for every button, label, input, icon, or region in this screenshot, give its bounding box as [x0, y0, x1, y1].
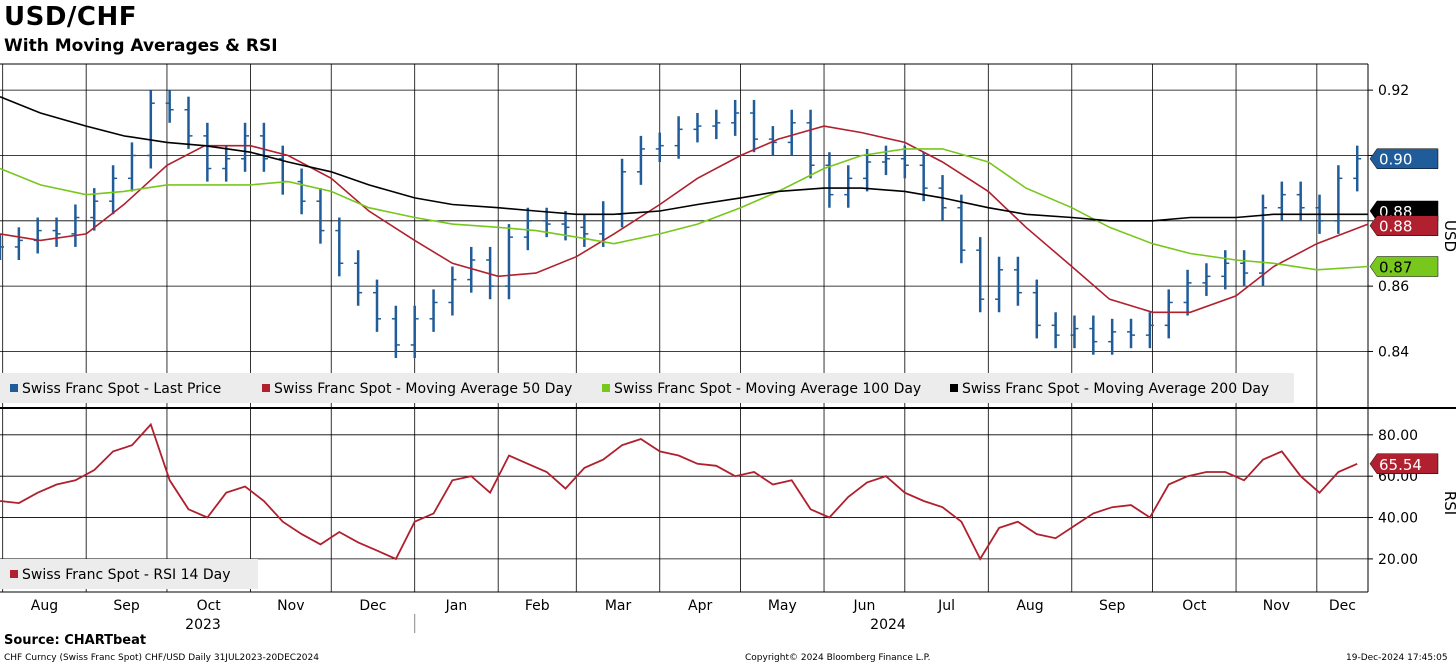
footer-left: CHF Curncy (Swiss Franc Spot) CHF/USD Da…	[4, 653, 319, 663]
x-tick-label: Nov	[277, 598, 304, 614]
price-legend: Swiss Franc Spot - Last Price Swiss Franc…	[0, 373, 1294, 403]
legend-label: Swiss Franc Spot - Moving Average 200 Da…	[962, 381, 1269, 397]
x-tick-label: Oct	[197, 598, 222, 614]
price-y-tick-label: 0.84	[1378, 344, 1409, 360]
chart-marks	[0, 90, 1369, 561]
footer-timestamp: 19-Dec-2024 17:45:05	[1346, 653, 1448, 663]
rsi-axis-title: RSI	[1441, 491, 1456, 515]
rsi-y-tick-label: 80.00	[1378, 428, 1418, 444]
rsi-value-tag-bg	[1369, 453, 1439, 475]
rsi-y-tick-label: 20.00	[1378, 552, 1418, 568]
legend-swatch	[262, 384, 270, 392]
rsi-legend: Swiss Franc Spot - RSI 14 Day	[0, 559, 258, 589]
price-legend-bg	[0, 373, 1294, 403]
ma200-line	[0, 95, 1368, 222]
legend-label: Swiss Franc Spot - Moving Average 100 Da…	[614, 381, 921, 397]
x-tick-label: Jun	[852, 598, 875, 614]
legend-label: Swiss Franc Spot - RSI 14 Day	[22, 567, 231, 583]
legend-label: Swiss Franc Spot - Last Price	[22, 381, 221, 397]
legend-swatch	[10, 384, 18, 392]
price-value-tag-bg	[1369, 148, 1439, 169]
rsi-value-tag: 65.54	[1369, 453, 1439, 475]
price-y-tick-label: 0.86	[1378, 279, 1409, 295]
rsi-value-tag-text: 65.54	[1379, 456, 1422, 474]
rsi-line	[0, 422, 1358, 561]
rsi-y-tick-label: 40.00	[1378, 511, 1418, 527]
legend-swatch	[602, 384, 610, 392]
year-label-2023: 2023	[185, 617, 221, 633]
ma100-line	[0, 148, 1369, 271]
price-value-tag: 0.90	[1369, 148, 1439, 169]
x-tick-label: Jan	[445, 598, 468, 614]
ma100-value-tag-text: 0.87	[1379, 259, 1412, 277]
rsi-legend-bg	[0, 559, 258, 589]
ma100-value-tag: 0.87	[1369, 256, 1439, 277]
x-tick-label: Mar	[605, 598, 632, 614]
price-axis-title: USD	[1441, 220, 1456, 252]
x-tick-label: Aug	[1016, 598, 1043, 614]
source-note: Source: CHARTbeat	[4, 633, 147, 648]
ma50-line	[0, 125, 1369, 314]
ma50-value-tag: 0.88	[1369, 215, 1439, 236]
legend-swatch	[10, 570, 18, 578]
x-tick-label: Jul	[937, 598, 955, 614]
x-tick-label: Aug	[31, 598, 58, 614]
x-tick-label: Dec	[1329, 598, 1356, 614]
x-tick-label: Dec	[359, 598, 386, 614]
year-label-2024: 2024	[870, 617, 906, 633]
x-tick-label: May	[768, 598, 797, 614]
chart-text: Aug Sep Oct Nov Dec Jan Feb Mar Apr May Jun Jul Aug S…	[0, 83, 1456, 633]
legend-swatch	[950, 384, 958, 392]
x-tick-label: Nov	[1263, 598, 1290, 614]
x-tick-label: Feb	[525, 598, 550, 614]
ma50-value-tag-bg	[1369, 215, 1439, 236]
ma50-value-tag-text: 0.88	[1379, 218, 1412, 236]
chart-subtitle: With Moving Averages & RSI	[4, 36, 278, 56]
legend-label: Swiss Franc Spot - Moving Average 50 Day	[274, 381, 572, 397]
x-tick-label: Oct	[1182, 598, 1207, 614]
x-tick-label: Apr	[688, 598, 712, 614]
x-tick-label: Sep	[1099, 598, 1126, 614]
price-y-tick-label: 0.92	[1378, 83, 1409, 99]
chart-title: USD/CHF	[4, 2, 138, 32]
ma100-value-tag-bg	[1369, 256, 1439, 277]
x-tick-label: Sep	[113, 598, 140, 614]
grid	[0, 63, 1456, 633]
footer-copyright: Copyright© 2024 Bloomberg Finance L.P.	[745, 653, 931, 663]
price-value-tag-text: 0.90	[1379, 151, 1412, 169]
